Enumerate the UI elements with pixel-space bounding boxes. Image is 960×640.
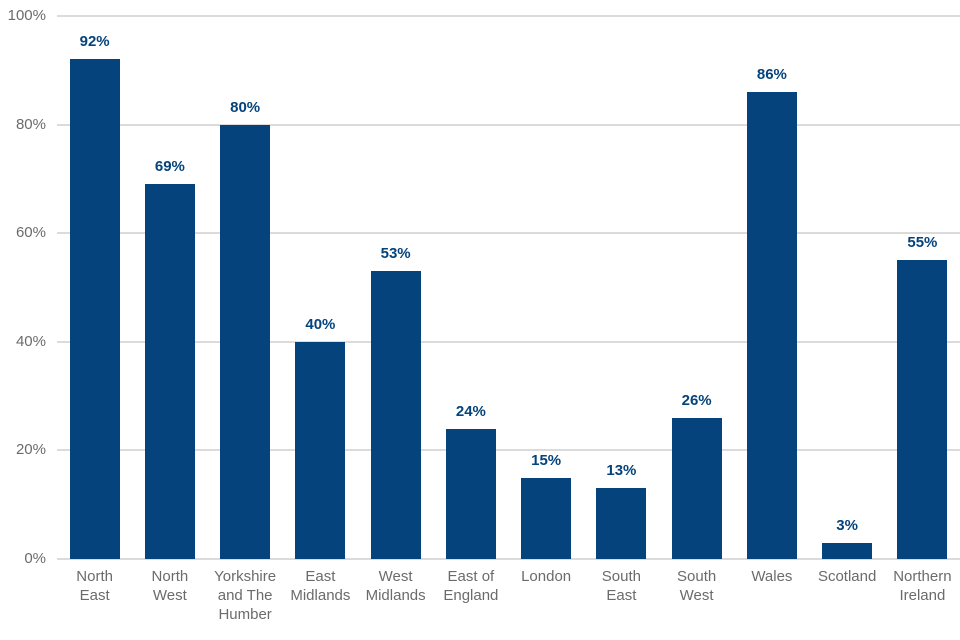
gridline	[57, 232, 960, 235]
x-axis-label-line: North	[76, 568, 113, 585]
x-axis-label-line: East	[606, 587, 637, 604]
x-axis-label-line: East	[305, 568, 336, 585]
x-axis-label-line: Yorkshire	[214, 568, 277, 585]
x-axis-label: Wales	[734, 567, 809, 586]
x-axis-label: South East	[584, 567, 659, 605]
bar-value-label: 92%	[79, 33, 110, 51]
gridline	[57, 340, 960, 343]
y-axis-tick-label: 0%	[24, 550, 46, 567]
bar	[370, 271, 421, 559]
y-axis-tick-label: 40%	[15, 332, 46, 350]
x-axis-label: Northern Ireland	[885, 567, 960, 605]
bar-value-label: 13%	[606, 462, 637, 480]
x-axis-label: South West	[659, 567, 734, 605]
bar-value-label: 80%	[230, 98, 261, 116]
bar-value-label: 69%	[154, 158, 185, 176]
x-axis-label: East Midlands	[283, 567, 358, 605]
bar	[220, 124, 271, 559]
y-axis-tick-label: 80%	[15, 115, 46, 133]
x-axis-label-line: Wales	[751, 568, 793, 585]
bar	[671, 417, 722, 559]
x-axis-label: Yorkshire and The Humber	[208, 567, 283, 624]
bar	[445, 428, 496, 559]
x-axis-label: West Midlands	[358, 567, 433, 605]
gridline	[57, 15, 960, 17]
bar	[521, 477, 572, 559]
gridline	[57, 449, 960, 452]
bar-value-label: 86%	[756, 66, 787, 84]
x-axis-label-line: North	[151, 568, 189, 585]
x-axis-label-line: England	[443, 587, 499, 604]
x-axis-label-line: Midlands	[365, 587, 426, 604]
bar-value-label: 15%	[531, 451, 562, 469]
x-axis-label-line: West	[152, 587, 187, 604]
bar	[144, 184, 195, 559]
bar	[295, 341, 346, 559]
y-axis-tick-label: 100%	[7, 7, 46, 24]
x-axis-label-line: South	[601, 568, 641, 585]
x-axis-label: East of England	[433, 567, 508, 605]
x-axis-label-line: East	[79, 587, 110, 604]
bar-value-label: 24%	[455, 402, 486, 420]
y-axis-tick-label: 20%	[15, 441, 46, 459]
bar-value-label: 53%	[380, 245, 411, 263]
x-axis-label-line: Humber	[218, 606, 272, 623]
x-axis-label-line: Ireland	[899, 587, 946, 604]
bar	[746, 92, 797, 559]
y-axis-tick-label: 60%	[15, 224, 46, 242]
x-axis-label-line: Scotland	[817, 568, 877, 585]
x-axis-label: London	[509, 567, 584, 586]
bar	[897, 260, 948, 559]
bar	[69, 59, 120, 559]
x-axis-label-line: London	[521, 568, 572, 585]
x-axis-label: Scotland	[810, 567, 885, 586]
x-axis-label-line: West	[679, 587, 714, 604]
x-axis-line	[57, 558, 960, 560]
gridline	[57, 123, 960, 126]
bar	[822, 542, 873, 559]
x-axis-label-line: West	[378, 568, 413, 585]
x-axis-label-line: Northern	[893, 568, 952, 585]
x-axis-label: North East	[57, 567, 132, 605]
bar-value-label: 40%	[305, 315, 336, 333]
x-axis-label-line: East of	[447, 568, 495, 585]
bar-value-label: 3%	[836, 516, 858, 534]
x-axis-label: North West	[132, 567, 207, 605]
x-axis-label-line: South	[677, 568, 717, 585]
x-axis-label-line: and The	[217, 587, 273, 604]
bar-value-label: 26%	[681, 391, 712, 409]
bar	[596, 488, 647, 559]
x-axis-label-line: Midlands	[290, 587, 351, 604]
bar-value-label: 55%	[907, 234, 938, 252]
